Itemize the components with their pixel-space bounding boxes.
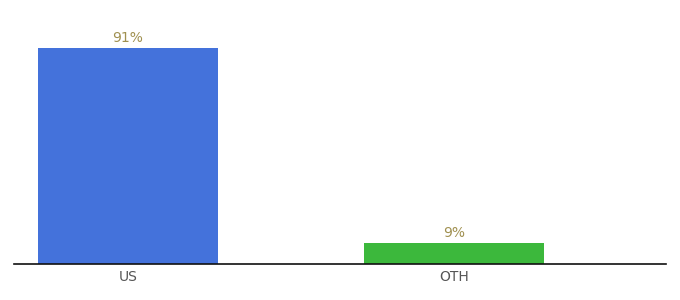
Text: 9%: 9% [443, 226, 465, 240]
Text: 91%: 91% [112, 32, 143, 45]
Bar [364, 243, 544, 264]
Bar [38, 48, 218, 264]
